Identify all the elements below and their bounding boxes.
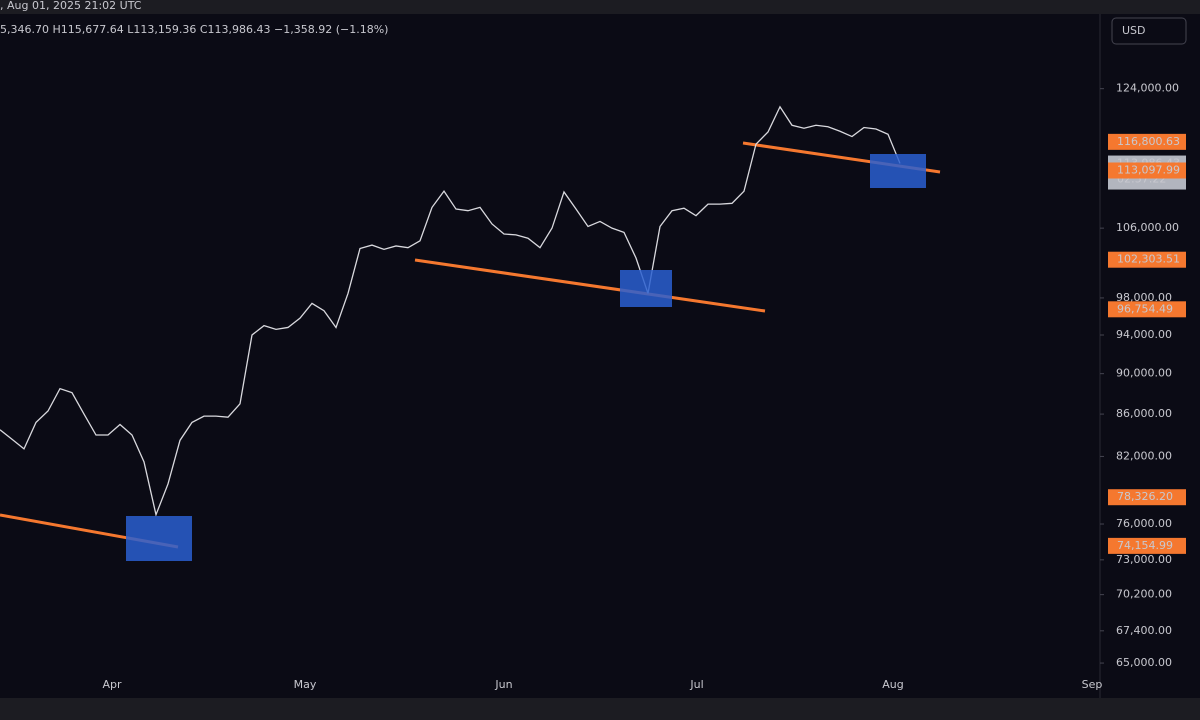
y-tick-label: 70,200.00: [1116, 588, 1172, 601]
price-label: 78,326.20: [1117, 490, 1173, 503]
y-tick-label: 73,000.00: [1116, 553, 1172, 566]
x-tick-label: May: [294, 678, 317, 691]
y-tick-label: 67,400.00: [1116, 624, 1172, 637]
price-label: 102,303.51: [1117, 253, 1180, 266]
price-label: 116,800.63: [1117, 135, 1180, 148]
highlight-box: [870, 154, 926, 188]
price-line: [0, 105, 901, 517]
price-label-box: [1108, 301, 1186, 318]
x-tick-label: Sep: [1082, 678, 1103, 691]
y-tick-label: 82,000.00: [1116, 449, 1172, 462]
x-tick-label: Aug: [882, 678, 903, 691]
x-tick-label: Jun: [494, 678, 512, 691]
price-label: 96,754.49: [1117, 302, 1173, 315]
currency-label: USD: [1122, 24, 1146, 37]
y-tick-label: 106,000.00: [1116, 221, 1179, 234]
y-tick-label: 98,000.00: [1116, 291, 1172, 304]
ohlc-readout: 5,346.70 H115,677.64 L113,159.36 C113,98…: [0, 23, 388, 36]
price-label-box: [1108, 537, 1186, 554]
y-tick-label: 94,000.00: [1116, 328, 1172, 341]
top-strip: [0, 0, 1200, 14]
y-tick-label: 124,000.00: [1116, 82, 1179, 95]
price-label-box: [1108, 251, 1186, 268]
price-label: 74,154.99: [1117, 539, 1173, 552]
y-tick-label: 86,000.00: [1116, 407, 1172, 420]
trendline: [414, 258, 766, 313]
price-label-box: [1108, 133, 1186, 150]
y-tick-label: 65,000.00: [1116, 656, 1172, 669]
x-tick-label: Jul: [689, 678, 703, 691]
timestamp: , Aug 01, 2025 21:02 UTC: [0, 0, 142, 12]
highlight-box: [126, 516, 192, 561]
currency-button[interactable]: [1111, 17, 1187, 45]
y-tick-label: 90,000.00: [1116, 367, 1172, 380]
highlight-box: [620, 270, 672, 307]
x-tick-label: Apr: [102, 678, 122, 691]
price-label-box: [1108, 489, 1186, 506]
bottom-strip: [0, 698, 1200, 720]
price-label: 113,097.99: [1117, 164, 1180, 177]
y-tick-label: 76,000.00: [1116, 517, 1172, 530]
price-label-box: [1108, 162, 1186, 179]
